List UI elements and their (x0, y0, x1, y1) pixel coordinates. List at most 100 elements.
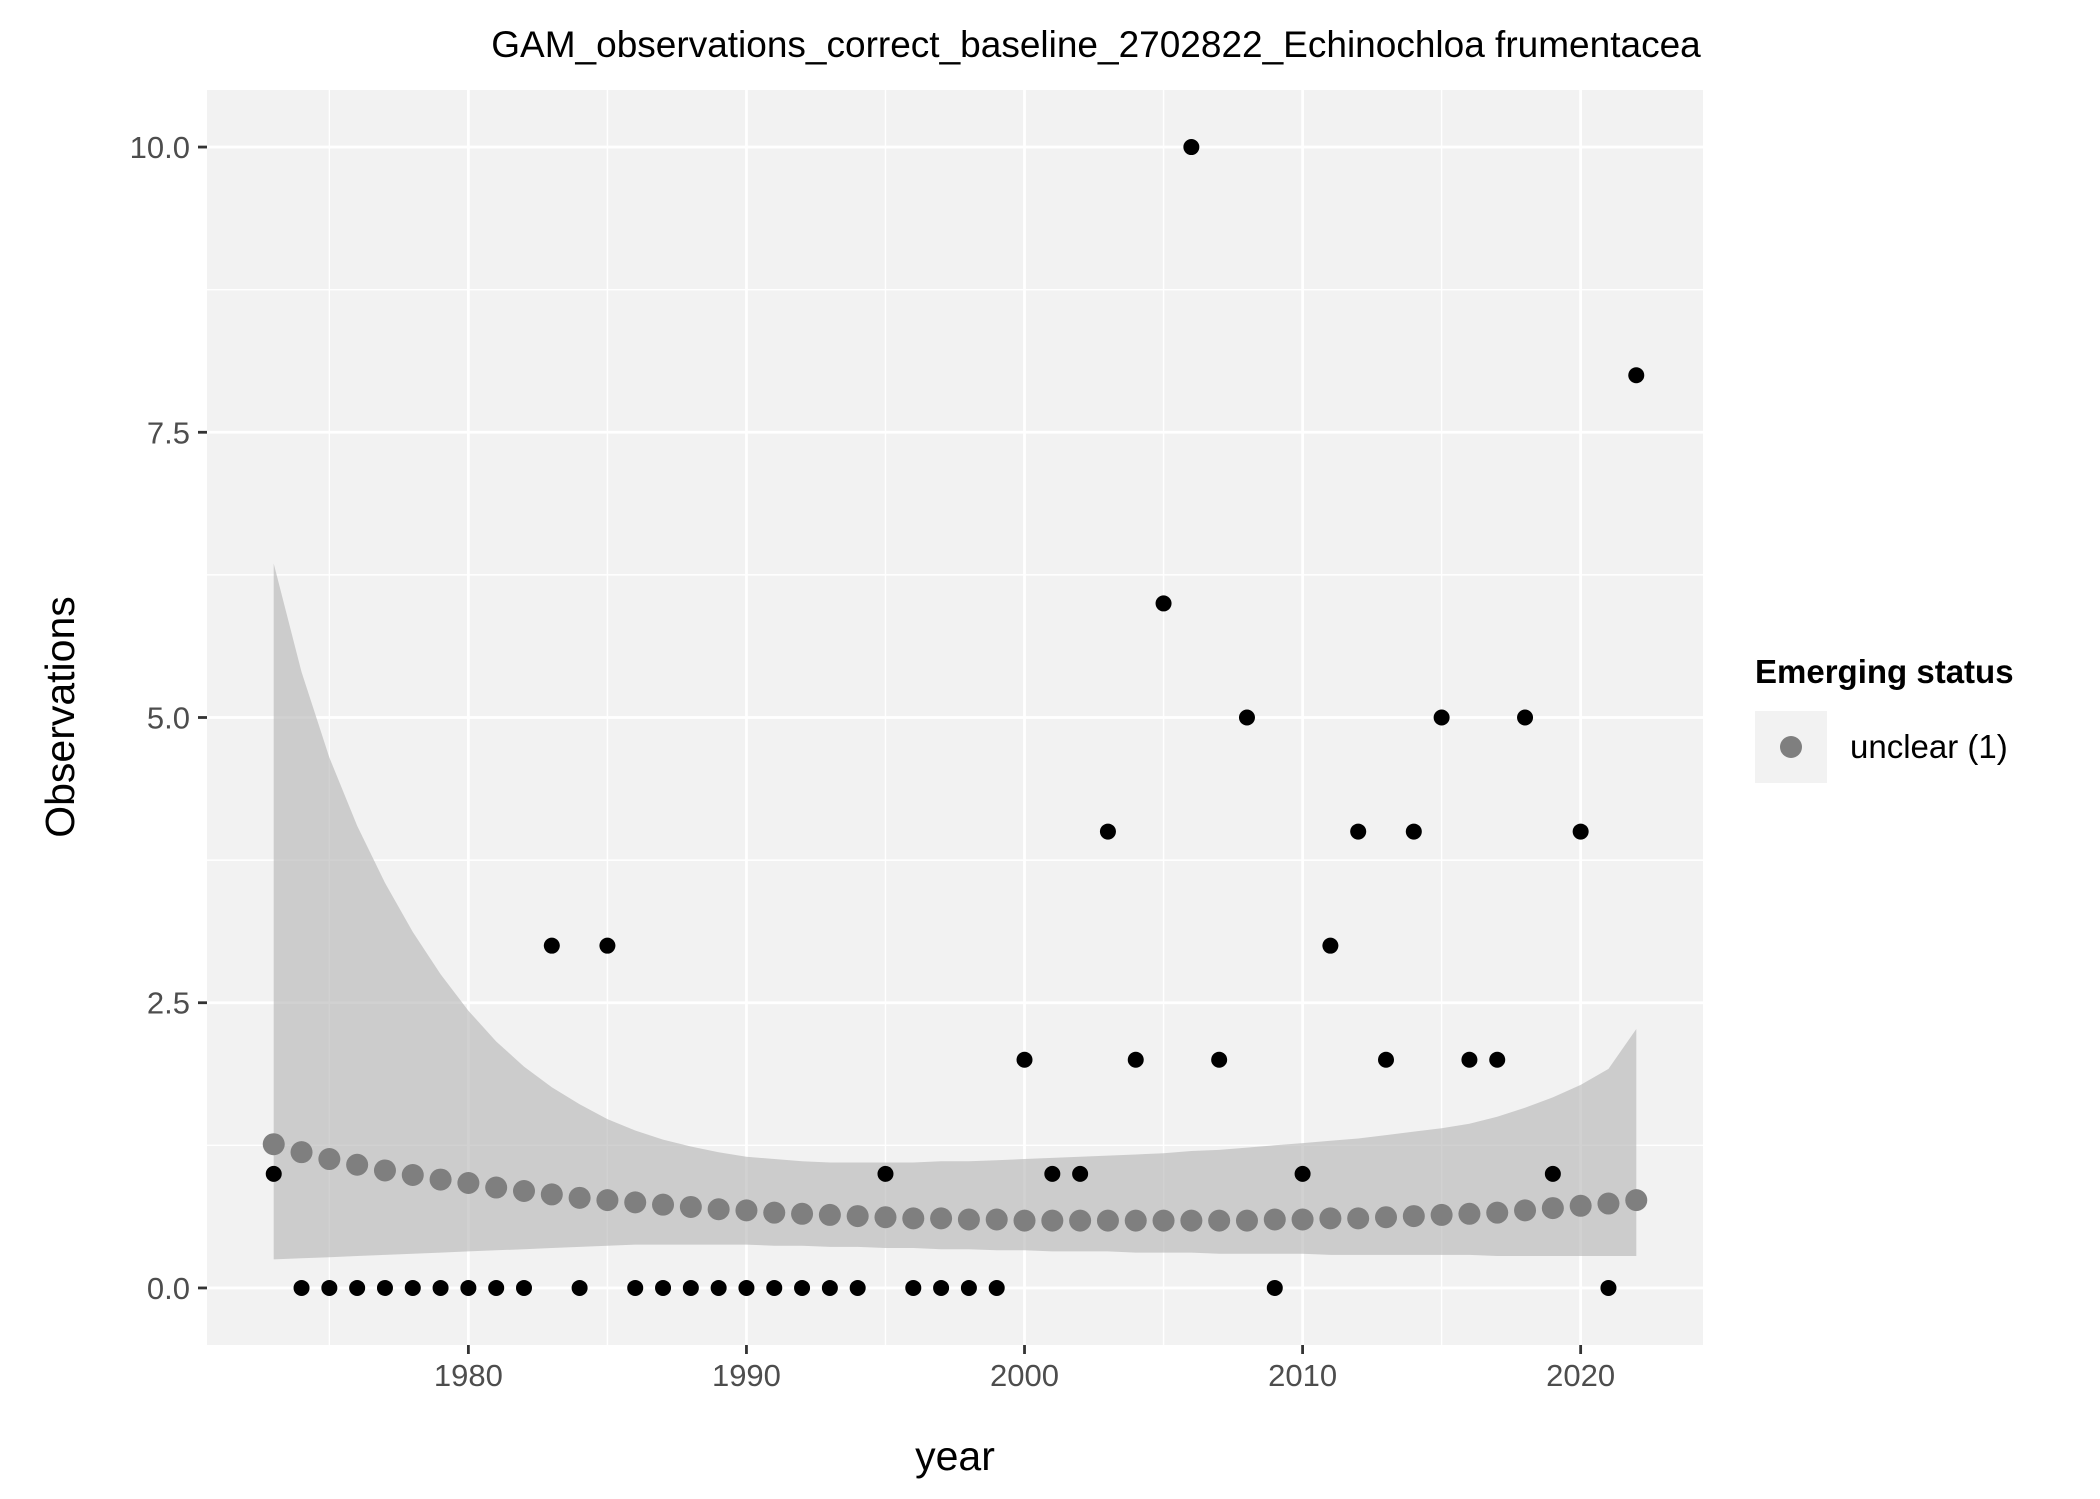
fitted-point (930, 1207, 953, 1230)
observed-point (404, 1279, 421, 1296)
fitted-point (1319, 1207, 1342, 1230)
legend-key-dot (1780, 736, 1802, 758)
fitted-point (1235, 1209, 1258, 1232)
fitted-point (1458, 1202, 1481, 1225)
fitted-point (1096, 1209, 1119, 1232)
fitted-point (1569, 1194, 1592, 1217)
observed-point (1072, 1165, 1089, 1182)
x-tick-label: 2020 (1546, 1358, 1615, 1393)
fitted-point (846, 1205, 869, 1228)
x-tick-label: 1980 (434, 1358, 503, 1393)
legend: Emerging status unclear (1) (1755, 653, 2014, 783)
observed-point (655, 1279, 672, 1296)
observed-point (905, 1279, 922, 1296)
fitted-point (485, 1176, 508, 1199)
fitted-point (1124, 1209, 1147, 1232)
observed-point (1489, 1051, 1506, 1068)
observed-point (1044, 1165, 1061, 1182)
observed-point (1099, 823, 1116, 840)
observed-point (1350, 823, 1367, 840)
observed-point (1183, 139, 1200, 156)
observed-point (293, 1279, 310, 1296)
observed-point (1405, 823, 1422, 840)
fitted-point (1625, 1189, 1648, 1212)
fitted-point (791, 1202, 814, 1225)
fitted-point (707, 1198, 730, 1221)
chart-title: GAM_observations_correct_baseline_270282… (491, 24, 1701, 65)
observed-point (1433, 709, 1450, 726)
observed-point (432, 1279, 449, 1296)
fitted-point (1375, 1206, 1398, 1229)
observed-point (488, 1279, 505, 1296)
fitted-point (568, 1186, 591, 1209)
fitted-point (512, 1179, 535, 1202)
fitted-point (1069, 1209, 1092, 1232)
fitted-point (457, 1171, 480, 1194)
fitted-point (373, 1159, 396, 1182)
observed-point (1517, 709, 1534, 726)
observed-point (571, 1279, 588, 1296)
observed-point (1378, 1051, 1395, 1068)
observed-point (766, 1279, 783, 1296)
x-tick-label: 2010 (1268, 1358, 1337, 1393)
fitted-point (540, 1183, 563, 1206)
observed-point (515, 1279, 532, 1296)
x-tick-label: 1990 (712, 1358, 781, 1393)
fitted-point (429, 1168, 452, 1191)
legend-title: Emerging status (1755, 653, 2014, 690)
observed-point (821, 1279, 838, 1296)
confidence-ribbon (273, 563, 1637, 1260)
observed-point (710, 1279, 727, 1296)
observed-point (933, 1279, 950, 1296)
fitted-point (346, 1153, 369, 1176)
fitted-point (1041, 1209, 1064, 1232)
observed-point (599, 937, 616, 954)
fitted-point (318, 1148, 341, 1171)
fitted-point (679, 1195, 702, 1218)
observed-point (960, 1279, 977, 1296)
fitted-point (1291, 1208, 1314, 1231)
observed-point (1600, 1279, 1617, 1296)
observed-point (1238, 709, 1255, 726)
fitted-point (624, 1191, 647, 1214)
fitted-point (652, 1193, 675, 1216)
observed-point (849, 1279, 866, 1296)
y-tick-label: 7.5 (147, 415, 190, 450)
observed-point (738, 1279, 755, 1296)
fitted-point (1263, 1208, 1286, 1231)
observed-point (794, 1279, 811, 1296)
observed-point (877, 1165, 894, 1182)
y-tick-label: 2.5 (147, 986, 190, 1021)
observed-point (1016, 1051, 1033, 1068)
x-tick-label: 2000 (990, 1358, 1059, 1393)
fitted-point (874, 1206, 897, 1229)
observed-point (627, 1279, 644, 1296)
observed-point (460, 1279, 477, 1296)
observed-point (1294, 1165, 1311, 1182)
observed-point (543, 937, 560, 954)
observed-point (1461, 1051, 1478, 1068)
y-axis-label: Observations (37, 596, 83, 838)
observed-point (988, 1279, 1005, 1296)
observed-point (1544, 1165, 1561, 1182)
fitted-point (262, 1133, 285, 1156)
fitted-point (401, 1164, 424, 1187)
x-axis: 1980 1990 2000 2010 2020 (434, 1345, 1615, 1393)
fitted-point (818, 1203, 841, 1226)
observed-point (349, 1279, 366, 1296)
x-axis-label: year (915, 1433, 995, 1479)
fitted-points (262, 1133, 1648, 1232)
fitted-point (985, 1208, 1008, 1231)
observed-point (1322, 937, 1339, 954)
observed-point (1127, 1051, 1144, 1068)
y-tick-label: 0.0 (147, 1271, 190, 1306)
observed-point (321, 1279, 338, 1296)
fitted-point (1541, 1197, 1564, 1220)
fitted-point (1597, 1192, 1620, 1215)
y-tick-label: 10.0 (130, 130, 190, 165)
fitted-point (1013, 1209, 1036, 1232)
fitted-point (763, 1201, 786, 1224)
fitted-point (735, 1199, 758, 1222)
fitted-point (902, 1207, 925, 1230)
